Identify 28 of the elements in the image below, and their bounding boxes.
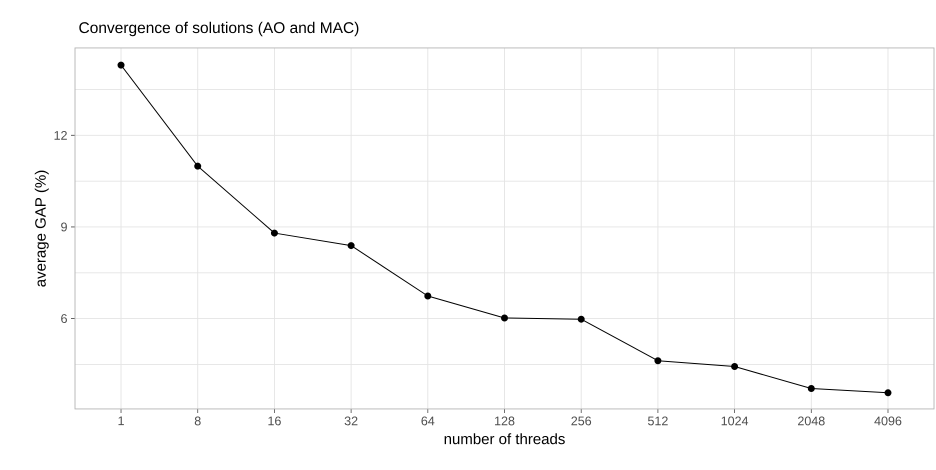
y-tick-label: 12 xyxy=(54,130,67,140)
x-tick-label: 4096 xyxy=(874,416,902,426)
x-tick-label: 128 xyxy=(495,416,514,426)
point xyxy=(270,230,278,237)
point xyxy=(731,363,738,370)
y-axis-title: average GAP (%) xyxy=(34,170,49,287)
x-tick-label: 256 xyxy=(571,416,592,426)
point xyxy=(808,385,815,392)
y-tick-label: 6 xyxy=(61,314,67,324)
x-tick-label: 32 xyxy=(344,416,358,426)
point xyxy=(348,242,355,250)
x-tick-label: 1024 xyxy=(722,416,748,426)
point xyxy=(578,316,585,323)
point xyxy=(501,314,508,322)
x-tick-label: 512 xyxy=(648,416,668,426)
point xyxy=(118,62,125,69)
x-axis-title: number of threads xyxy=(444,433,565,444)
y-tick-label: 9 xyxy=(61,222,67,232)
point xyxy=(194,162,202,170)
x-tick-label: 1 xyxy=(118,416,124,426)
chart-title: Convergence of solutions (AO and MAC) xyxy=(79,22,358,36)
x-tick-label: 16 xyxy=(268,416,281,426)
point xyxy=(654,357,662,364)
x-tick-label: 2048 xyxy=(798,416,825,426)
x-tick-label: 64 xyxy=(422,416,434,426)
x-tick-label: 8 xyxy=(194,416,201,426)
point xyxy=(424,292,432,300)
point xyxy=(884,389,892,396)
